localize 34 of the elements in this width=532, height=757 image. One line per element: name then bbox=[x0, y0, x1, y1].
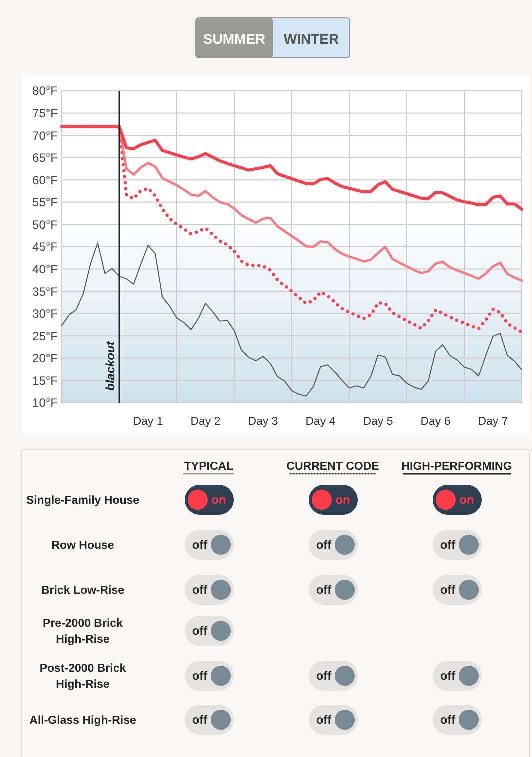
y-tick-label: 30°F bbox=[32, 307, 58, 322]
y-tick-label: 35°F bbox=[32, 284, 58, 299]
y-tick-label: 70°F bbox=[32, 128, 58, 143]
category-label: All-Glass High-Rise bbox=[30, 715, 136, 728]
category-label: TYPICAL bbox=[184, 461, 234, 473]
category-label: Row House bbox=[52, 540, 114, 552]
season-toggle: SUMMER WINTER bbox=[196, 18, 350, 58]
category-label: HIGH-PERFORMING bbox=[402, 461, 512, 473]
category-label: Single-Family House bbox=[26, 495, 140, 508]
category-label: Pre-2000 Brick High-Rise bbox=[43, 618, 123, 646]
y-tick-label: 65°F bbox=[32, 151, 58, 166]
y-tick-label: 55°F bbox=[32, 196, 58, 210]
category-label: CURRENT CODE bbox=[286, 461, 380, 473]
x-tick-label: Day 7 bbox=[478, 416, 508, 428]
x-tick-label: Day 2 bbox=[190, 416, 221, 428]
x-tick-label: Day 4 bbox=[306, 416, 336, 428]
y-tick-label: 50°F bbox=[32, 218, 58, 232]
y-tick-label: 25°F bbox=[32, 329, 58, 344]
y-tick-label: 45°F bbox=[32, 240, 58, 254]
x-tick-label: Day 1 bbox=[133, 416, 164, 428]
y-tick-label: 10°F bbox=[32, 396, 58, 410]
y-tick-label: 20°F bbox=[32, 352, 58, 366]
y-tick-label: 75°F bbox=[32, 106, 58, 120]
x-tick-label: Day 5 bbox=[363, 416, 394, 428]
y-tick-label: 15°F bbox=[32, 374, 58, 388]
y-tick-label: 60°F bbox=[32, 173, 58, 188]
category-label: Brick Low-Rise bbox=[41, 585, 125, 598]
y-tick-label: 80°F bbox=[32, 84, 58, 98]
x-tick-label: Day 6 bbox=[420, 416, 451, 428]
category-label: Post-2000 Brick High-Rise bbox=[40, 663, 126, 692]
y-tick-label: 40°F bbox=[32, 262, 58, 276]
annotation: blackout bbox=[104, 340, 118, 391]
line-series bbox=[62, 242, 522, 397]
x-tick-label: Day 3 bbox=[248, 416, 278, 428]
